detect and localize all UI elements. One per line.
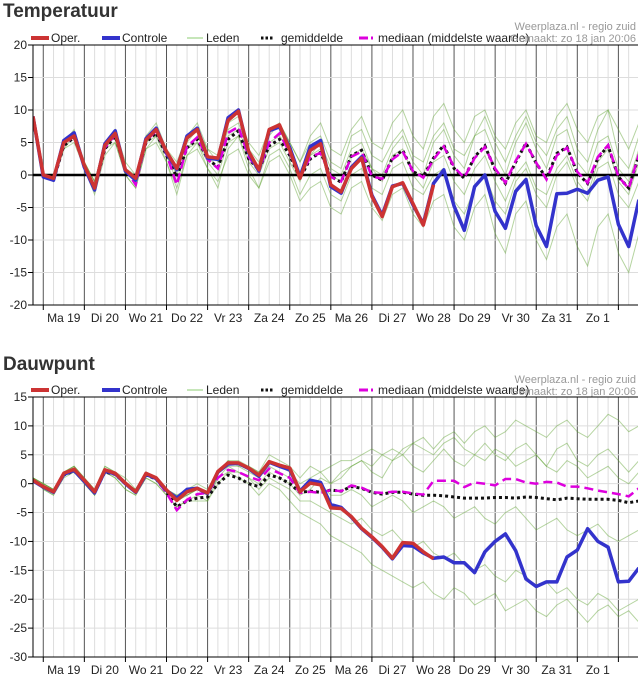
x-tick-label: Vr 23 — [214, 663, 243, 676]
y-tick-label: -20 — [10, 592, 28, 606]
y-tick-label: -25 — [10, 621, 28, 635]
y-tick-label: 20 — [14, 38, 28, 52]
y-tick-label: -10 — [10, 233, 28, 247]
y-tick-label: 15 — [14, 390, 28, 404]
mean-line — [33, 469, 638, 509]
x-tick-label: Di 20 — [91, 663, 119, 676]
median-line — [33, 116, 638, 192]
created-label: Gemaakt: zo 18 jan 20:06 — [510, 33, 636, 45]
median-line — [33, 467, 638, 513]
dewpoint-plot: 15 10 5 0 -5 -10 -15 -20 -25 -30 Ma 19 Di 20 Wo 21 Do… — [10, 390, 638, 676]
y-tick-label: 0 — [20, 168, 27, 182]
x-tick-label: Di 27 — [378, 311, 406, 325]
y-tick-label: 10 — [14, 103, 28, 117]
x-tick-label: Za 24 — [254, 311, 285, 325]
y-tick-label: -10 — [10, 534, 28, 548]
legend-median-label: mediaan (middelste waarde) — [378, 383, 529, 397]
legend-control-label: Controle — [122, 383, 168, 397]
temperature-panel: Temperatuur Oper. Controle Leden gemidde… — [3, 1, 638, 325]
y-tick-label: 5 — [20, 448, 27, 462]
x-tick-label: Zo 25 — [295, 311, 326, 325]
x-tick-label: Vr 30 — [502, 663, 531, 676]
x-tick-label: Zo 1 — [586, 311, 610, 325]
x-tick-label: Ma 19 — [47, 663, 81, 676]
x-tick-label: Wo 21 — [129, 311, 164, 325]
legend-mean-label: gemiddelde — [281, 31, 343, 45]
member-line — [33, 442, 638, 502]
x-tick-label: Zo 25 — [295, 663, 326, 676]
y-tick-label: -30 — [10, 650, 28, 664]
x-tick-label: Ma 26 — [335, 311, 369, 325]
chart-title: Temperatuur — [3, 1, 118, 22]
x-tick-label: Do 29 — [459, 311, 491, 325]
legend-members-label: Leden — [206, 31, 239, 45]
y-tick-label: -20 — [10, 298, 28, 312]
x-tick-label: Za 24 — [254, 663, 285, 676]
x-tick-label: Vr 23 — [214, 311, 243, 325]
y-tick-label: -15 — [10, 266, 28, 280]
x-tick-label: Wo 28 — [416, 663, 451, 676]
legend-oper-label: Oper. — [51, 31, 80, 45]
y-tick-label: 0 — [20, 477, 27, 491]
legend-control-label: Controle — [122, 31, 168, 45]
x-tick-label: Za 31 — [541, 311, 572, 325]
x-tick-label: Za 31 — [541, 663, 572, 676]
chart-title: Dauwpunt — [3, 354, 95, 375]
created-label: Gemaakt: zo 18 jan 20:06 — [510, 386, 636, 398]
member-line — [33, 116, 638, 274]
y-tick-label: -15 — [10, 563, 28, 577]
legend-mean-label: gemiddelde — [281, 383, 343, 397]
x-tick-label: Di 20 — [91, 311, 119, 325]
temperature-plot: 20 15 10 5 0 -5 -10 -15 -20 Ma 19 Di 20 Wo 21 Do 22 V… — [10, 38, 638, 325]
x-tick-label: Do 29 — [459, 663, 491, 676]
member-line — [33, 116, 638, 216]
member-line — [33, 436, 638, 496]
y-tick-label: -5 — [16, 201, 27, 215]
member-line — [33, 471, 638, 624]
legend: Oper. Controle Leden gemiddelde mediaan … — [31, 383, 529, 397]
member-line — [33, 102, 638, 183]
legend-oper-label: Oper. — [51, 383, 80, 397]
x-tick-label: Ma 19 — [47, 311, 81, 325]
legend-members-label: Leden — [206, 383, 239, 397]
series-group — [33, 413, 638, 624]
y-tick-label: 5 — [20, 136, 27, 150]
y-tick-label: -5 — [16, 506, 27, 520]
legend: Oper. Controle Leden gemiddelde mediaan … — [31, 31, 529, 45]
series-group — [33, 102, 638, 274]
x-tick-label: Wo 28 — [416, 311, 451, 325]
member-line — [33, 465, 638, 542]
y-tick-label: 15 — [14, 71, 28, 85]
y-tick-label: 10 — [14, 419, 28, 433]
x-tick-label: Zo 1 — [586, 663, 610, 676]
x-tick-label: Wo 21 — [129, 663, 164, 676]
x-tick-label: Vr 30 — [502, 311, 531, 325]
x-tick-label: Do 22 — [171, 663, 203, 676]
source-label: Weerplaza.nl - regio zuid — [515, 374, 636, 386]
x-tick-label: Ma 26 — [335, 663, 369, 676]
x-tick-label: Do 22 — [171, 311, 203, 325]
x-tick-label: Di 27 — [378, 663, 406, 676]
oper-line — [33, 459, 435, 561]
source-label: Weerplaza.nl - regio zuid — [515, 21, 636, 33]
dewpoint-panel: Dauwpunt Oper. Controle Leden gemiddelde… — [3, 354, 638, 676]
legend-median-label: mediaan (middelste waarde) — [378, 31, 529, 45]
oper-line — [33, 109, 436, 227]
